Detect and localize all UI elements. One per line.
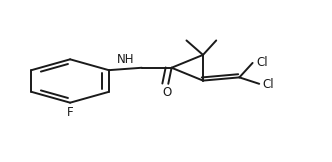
Text: Cl: Cl [263,78,274,91]
Text: F: F [67,106,73,119]
Text: NH: NH [117,53,134,66]
Text: O: O [162,86,171,99]
Text: Cl: Cl [256,56,268,69]
